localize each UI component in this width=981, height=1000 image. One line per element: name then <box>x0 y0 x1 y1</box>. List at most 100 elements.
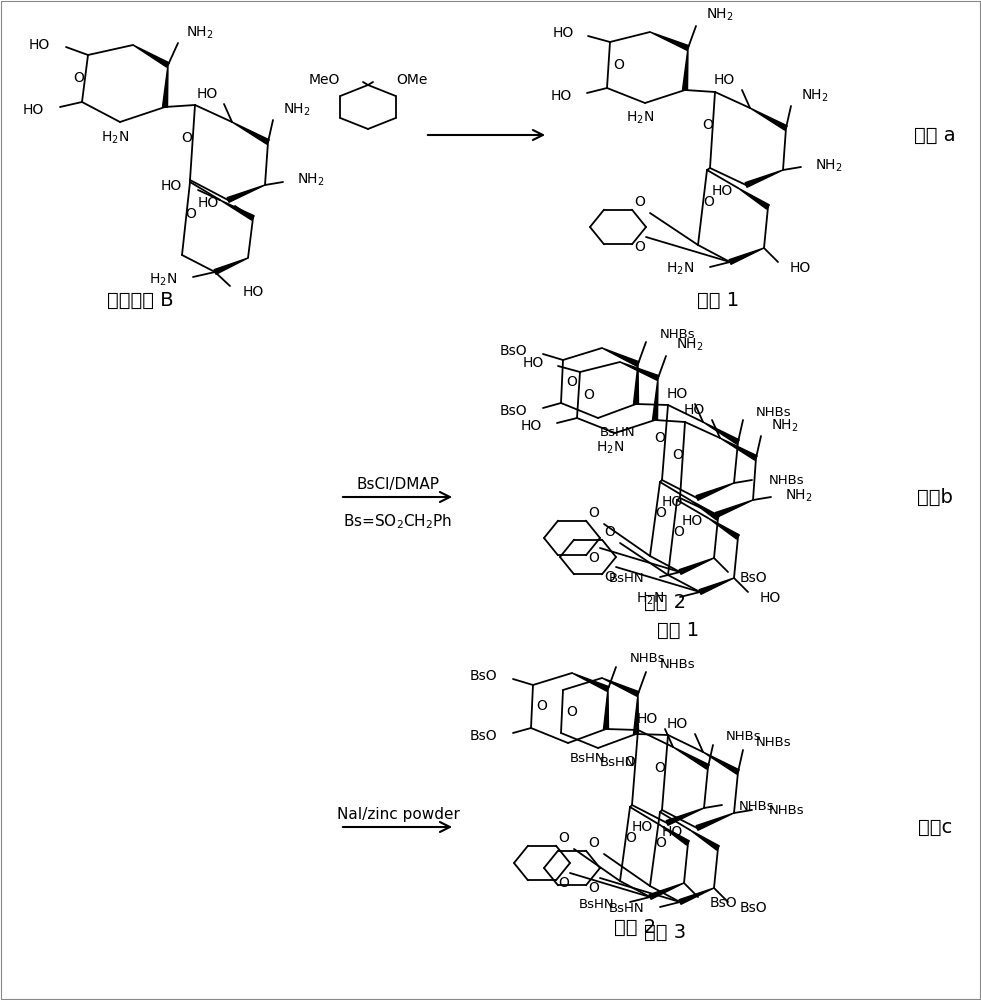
Text: BsO: BsO <box>740 901 767 915</box>
Text: O: O <box>74 72 84 86</box>
Text: O: O <box>589 836 599 850</box>
Text: H$_2$N: H$_2$N <box>666 261 694 277</box>
Text: BsHN: BsHN <box>608 572 644 585</box>
Text: BsHN: BsHN <box>579 898 614 910</box>
Text: O: O <box>613 58 624 72</box>
Text: NHBs: NHBs <box>756 736 792 748</box>
Text: NH$_2$: NH$_2$ <box>771 418 799 434</box>
Text: O: O <box>567 704 578 718</box>
Text: BsHN: BsHN <box>608 902 644 916</box>
Text: BsO: BsO <box>740 571 767 585</box>
Text: HO: HO <box>714 73 735 87</box>
Text: HO: HO <box>662 495 683 509</box>
Polygon shape <box>163 65 168 107</box>
Polygon shape <box>699 578 734 594</box>
Text: HO: HO <box>684 403 705 417</box>
Text: O: O <box>604 525 615 539</box>
Text: O: O <box>702 118 713 132</box>
Polygon shape <box>720 438 757 460</box>
Text: HO: HO <box>662 825 683 839</box>
Text: BsO: BsO <box>499 344 527 358</box>
Text: O: O <box>654 430 665 444</box>
Text: NHBs: NHBs <box>769 475 804 488</box>
Polygon shape <box>602 348 639 366</box>
Text: O: O <box>558 876 569 890</box>
Text: O: O <box>703 194 714 209</box>
Text: BsCl/DMAP: BsCl/DMAP <box>356 477 439 491</box>
Text: NaI/zinc powder: NaI/zinc powder <box>336 806 459 822</box>
Polygon shape <box>690 500 719 520</box>
Text: O: O <box>635 240 645 254</box>
Text: 反应b: 反应b <box>917 488 953 506</box>
Polygon shape <box>703 422 740 444</box>
Text: HO: HO <box>712 184 733 198</box>
Polygon shape <box>738 188 769 209</box>
Polygon shape <box>620 362 659 380</box>
Text: NHBs: NHBs <box>630 652 666 666</box>
Text: O: O <box>626 831 637 845</box>
Text: O: O <box>654 760 665 774</box>
Text: NH$_2$: NH$_2$ <box>297 172 325 188</box>
Polygon shape <box>220 200 254 220</box>
Text: MeO: MeO <box>309 73 340 87</box>
Polygon shape <box>679 888 714 904</box>
Text: BsHN: BsHN <box>600 426 636 440</box>
Text: HO: HO <box>521 419 542 433</box>
Text: HO: HO <box>198 196 219 210</box>
Polygon shape <box>683 48 688 90</box>
Polygon shape <box>650 32 689 50</box>
Text: NHBs: NHBs <box>660 328 696 340</box>
Text: NH$_2$: NH$_2$ <box>801 88 829 104</box>
Text: HO: HO <box>523 356 544 370</box>
Text: O: O <box>185 207 196 221</box>
Text: HO: HO <box>637 712 658 726</box>
Polygon shape <box>703 752 740 774</box>
Text: O: O <box>583 388 594 402</box>
Text: BsO: BsO <box>469 669 497 683</box>
Text: H$_2$N: H$_2$N <box>101 130 129 146</box>
Text: O: O <box>589 506 599 520</box>
Polygon shape <box>232 122 269 144</box>
Polygon shape <box>697 483 734 500</box>
Text: 反应c: 反应c <box>918 818 953 836</box>
Text: OMe: OMe <box>396 73 428 87</box>
Polygon shape <box>666 808 704 825</box>
Text: O: O <box>567 374 578 388</box>
Text: 产物 1: 产物 1 <box>657 620 699 640</box>
Text: HO: HO <box>790 261 811 275</box>
Text: NH$_2$: NH$_2$ <box>815 158 843 174</box>
Text: HO: HO <box>243 285 264 299</box>
Polygon shape <box>602 678 639 696</box>
Text: H$_2$N: H$_2$N <box>149 272 177 288</box>
Text: NHBs: NHBs <box>756 406 792 418</box>
Text: HO: HO <box>28 38 50 52</box>
Text: O: O <box>589 881 599 895</box>
Text: O: O <box>635 195 645 209</box>
Polygon shape <box>634 694 639 734</box>
Text: 卡那霏素 B: 卡那霏素 B <box>107 290 174 310</box>
Polygon shape <box>572 673 609 691</box>
Text: 产物 3: 产物 3 <box>644 922 686 942</box>
Polygon shape <box>227 185 265 202</box>
Text: HO: HO <box>161 179 182 193</box>
Polygon shape <box>133 45 170 67</box>
Text: NH$_2$: NH$_2$ <box>186 25 214 41</box>
Text: O: O <box>655 836 666 850</box>
Polygon shape <box>697 813 734 830</box>
Polygon shape <box>634 364 639 404</box>
Polygon shape <box>690 830 719 850</box>
Text: 产物 1: 产物 1 <box>697 290 739 310</box>
Text: H$_2$N: H$_2$N <box>636 591 664 607</box>
Text: HO: HO <box>23 103 44 117</box>
Polygon shape <box>679 558 714 574</box>
Polygon shape <box>708 518 740 539</box>
Text: O: O <box>604 570 615 584</box>
Text: O: O <box>537 700 547 714</box>
Text: 产物 2: 产物 2 <box>644 592 686 611</box>
Text: BsO: BsO <box>710 896 738 910</box>
Text: NH$_2$: NH$_2$ <box>676 337 703 353</box>
Text: O: O <box>181 130 192 144</box>
Text: HO: HO <box>667 387 688 401</box>
Polygon shape <box>649 883 684 899</box>
Text: HO: HO <box>550 89 572 103</box>
